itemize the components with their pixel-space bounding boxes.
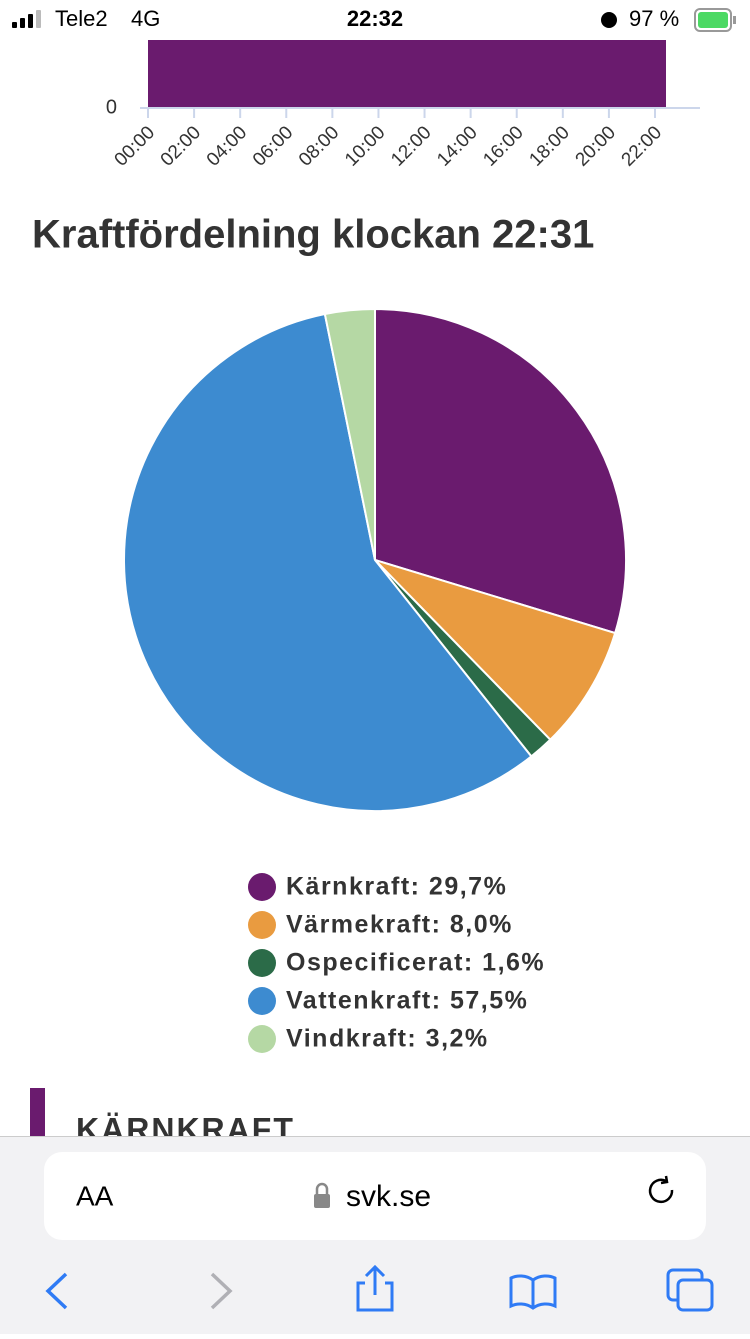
pie <box>123 307 627 812</box>
legend-swatch <box>248 873 276 901</box>
pie-slice <box>374 307 627 635</box>
lock-icon <box>314 1182 330 1208</box>
section-accent <box>30 1088 45 1138</box>
bookmarks-button[interactable] <box>509 1274 557 1310</box>
x-tick-label: 06:00 <box>249 122 297 170</box>
legend-label: Vattenkraft: 57,5% <box>286 987 528 1015</box>
share-button[interactable] <box>356 1264 394 1312</box>
x-tick-label: 14:00 <box>433 122 481 170</box>
legend-swatch <box>248 987 276 1015</box>
pie-slice <box>323 307 376 561</box>
network: 4G <box>131 6 160 31</box>
alarm-icon <box>601 12 617 28</box>
legend-label: Värmekraft: 8,0% <box>286 911 513 939</box>
x-tick-label: 20:00 <box>572 122 620 170</box>
x-tick-label: 04:00 <box>203 122 251 170</box>
text-size-button[interactable]: AA <box>76 1180 114 1211</box>
clock: 22:32 <box>347 6 403 31</box>
x-tick-label: 10:00 <box>341 122 389 170</box>
tabs-button[interactable] <box>666 1268 714 1312</box>
x-tick-label: 22:00 <box>618 122 666 170</box>
back-button[interactable] <box>45 1272 68 1310</box>
battery-text: 97 % <box>629 6 679 31</box>
legend-label: Vindkraft: 3,2% <box>286 1025 489 1053</box>
carrier: Tele2 <box>55 6 108 31</box>
pie-slice <box>374 559 617 742</box>
x-tick-label: 18:00 <box>525 122 573 170</box>
x-tick-label: 02:00 <box>157 122 205 170</box>
legend-label: Ospecificerat: 1,6% <box>286 949 545 977</box>
legend-swatch <box>248 949 276 977</box>
url[interactable]: svk.se <box>346 1180 431 1213</box>
chart-title: Kraftfördelning klockan 22:31 <box>32 213 594 257</box>
x-tick-label: 00:00 <box>111 122 159 170</box>
bar-area <box>148 40 666 107</box>
legend-swatch <box>248 1025 276 1053</box>
legend-label: Kärnkraft: 29,7% <box>286 873 507 901</box>
forward-button[interactable] <box>210 1272 233 1310</box>
legend-swatch <box>248 911 276 939</box>
y-tick-label: 0 <box>106 96 117 118</box>
x-tick-label: 16:00 <box>479 122 527 170</box>
x-tick-label: 08:00 <box>295 122 343 170</box>
address-bar[interactable] <box>44 1152 706 1240</box>
pie-slice <box>123 312 533 812</box>
legend: Kärnkraft: 29,7% Värmekraft: 8,0% Ospecifi… <box>248 873 545 1053</box>
signal <box>12 10 41 28</box>
reload-button[interactable] <box>648 1175 674 1204</box>
x-tick-label: 12:00 <box>387 122 435 170</box>
battery-icon <box>694 8 736 32</box>
